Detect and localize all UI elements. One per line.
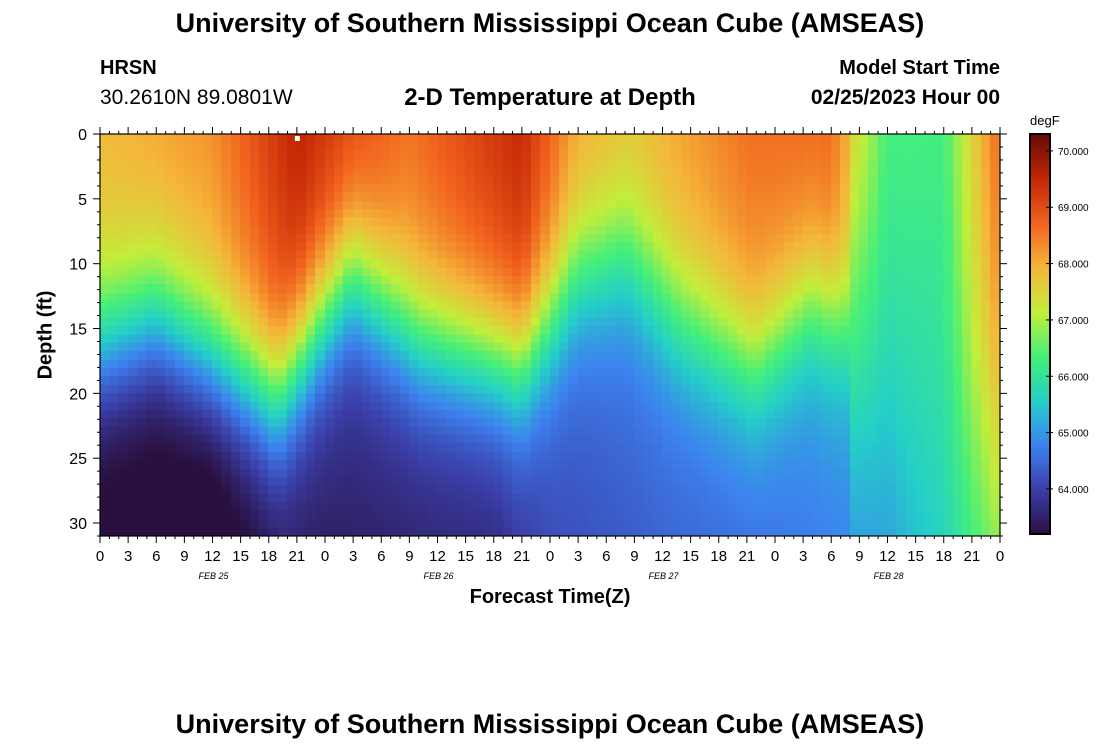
footer-title: University of Southern Mississippi Ocean… bbox=[175, 709, 925, 739]
model-start-value: 02/25/2023 Hour 00 bbox=[810, 86, 1000, 109]
x-tick-label: 6 bbox=[377, 548, 385, 565]
x-tick-label: 12 bbox=[429, 548, 446, 565]
y-tick-label: 25 bbox=[69, 451, 87, 468]
page-title: University of Southern Mississippi Ocean… bbox=[175, 8, 925, 38]
date-label: FEB 25 bbox=[198, 571, 229, 581]
colorbar-unit: degF bbox=[1030, 113, 1060, 128]
x-tick-label: 15 bbox=[232, 548, 249, 565]
x-tick-label: 3 bbox=[574, 548, 582, 565]
plot-frame bbox=[99, 133, 1001, 537]
colorbar-tick-label: 66.000 bbox=[1058, 372, 1089, 383]
x-tick-label: 6 bbox=[152, 548, 160, 565]
colorbar-tick-label: 69.000 bbox=[1058, 203, 1089, 214]
plot-title: 2-D Temperature at Depth bbox=[404, 84, 696, 111]
x-tick-label: 12 bbox=[654, 548, 671, 565]
x-tick-label: 6 bbox=[827, 548, 835, 565]
x-tick-label: 18 bbox=[935, 548, 952, 565]
x-tick-label: 9 bbox=[180, 548, 188, 565]
colorbar-tick-label: 65.000 bbox=[1058, 429, 1089, 440]
y-tick-label: 0 bbox=[78, 127, 87, 144]
model-start-label: Model Start Time bbox=[839, 57, 1000, 79]
x-tick-label: 15 bbox=[457, 548, 474, 565]
x-tick-label: 0 bbox=[96, 548, 104, 565]
station-name: HRSN bbox=[100, 57, 157, 79]
x-tick-label: 9 bbox=[630, 548, 638, 565]
x-tick-label: 21 bbox=[514, 548, 531, 565]
x-tick-label: 12 bbox=[879, 548, 896, 565]
x-tick-label: 3 bbox=[124, 548, 132, 565]
x-tick-label: 0 bbox=[321, 548, 329, 565]
y-tick-label: 15 bbox=[69, 322, 87, 339]
colorbar-tick-label: 64.000 bbox=[1058, 485, 1089, 496]
temperature-heatmap bbox=[100, 134, 1000, 536]
x-tick-label: 21 bbox=[289, 548, 306, 565]
y-tick-label: 10 bbox=[69, 257, 87, 274]
x-tick-label: 15 bbox=[682, 548, 699, 565]
x-tick-label: 18 bbox=[485, 548, 502, 565]
location-marker bbox=[294, 136, 300, 141]
x-tick-label: 0 bbox=[996, 548, 1004, 565]
y-axis-label: Depth (ft) bbox=[34, 290, 57, 380]
x-tick-label: 0 bbox=[546, 548, 554, 565]
colorbar-tick-label: 68.000 bbox=[1058, 260, 1089, 271]
date-label: FEB 27 bbox=[648, 571, 679, 581]
date-label: FEB 28 bbox=[873, 571, 903, 581]
colorbar-frame bbox=[1029, 133, 1051, 535]
y-tick-label: 20 bbox=[69, 386, 87, 403]
x-tick-label: 3 bbox=[799, 548, 807, 565]
x-tick-label: 0 bbox=[771, 548, 779, 565]
x-tick-label: 18 bbox=[710, 548, 727, 565]
x-tick-label: 15 bbox=[907, 548, 924, 565]
x-tick-label: 12 bbox=[204, 548, 221, 565]
colorbar-tick-label: 67.000 bbox=[1058, 316, 1089, 327]
colorbar-gradient bbox=[1030, 134, 1050, 534]
y-tick-label: 30 bbox=[69, 516, 87, 533]
y-tick-label: 5 bbox=[78, 192, 87, 209]
station-coordinates: 30.2610N 89.0801W bbox=[100, 86, 293, 109]
x-tick-label: 18 bbox=[260, 548, 277, 565]
colorbar-tick-label: 70.000 bbox=[1058, 147, 1089, 158]
x-tick-label: 3 bbox=[349, 548, 357, 565]
x-tick-label: 9 bbox=[405, 548, 413, 565]
x-tick-label: 9 bbox=[855, 548, 863, 565]
date-label: FEB 26 bbox=[423, 571, 453, 581]
x-tick-label: 21 bbox=[964, 548, 981, 565]
x-tick-label: 21 bbox=[739, 548, 756, 565]
x-axis-label: Forecast Time(Z) bbox=[469, 586, 631, 608]
x-tick-label: 6 bbox=[602, 548, 610, 565]
